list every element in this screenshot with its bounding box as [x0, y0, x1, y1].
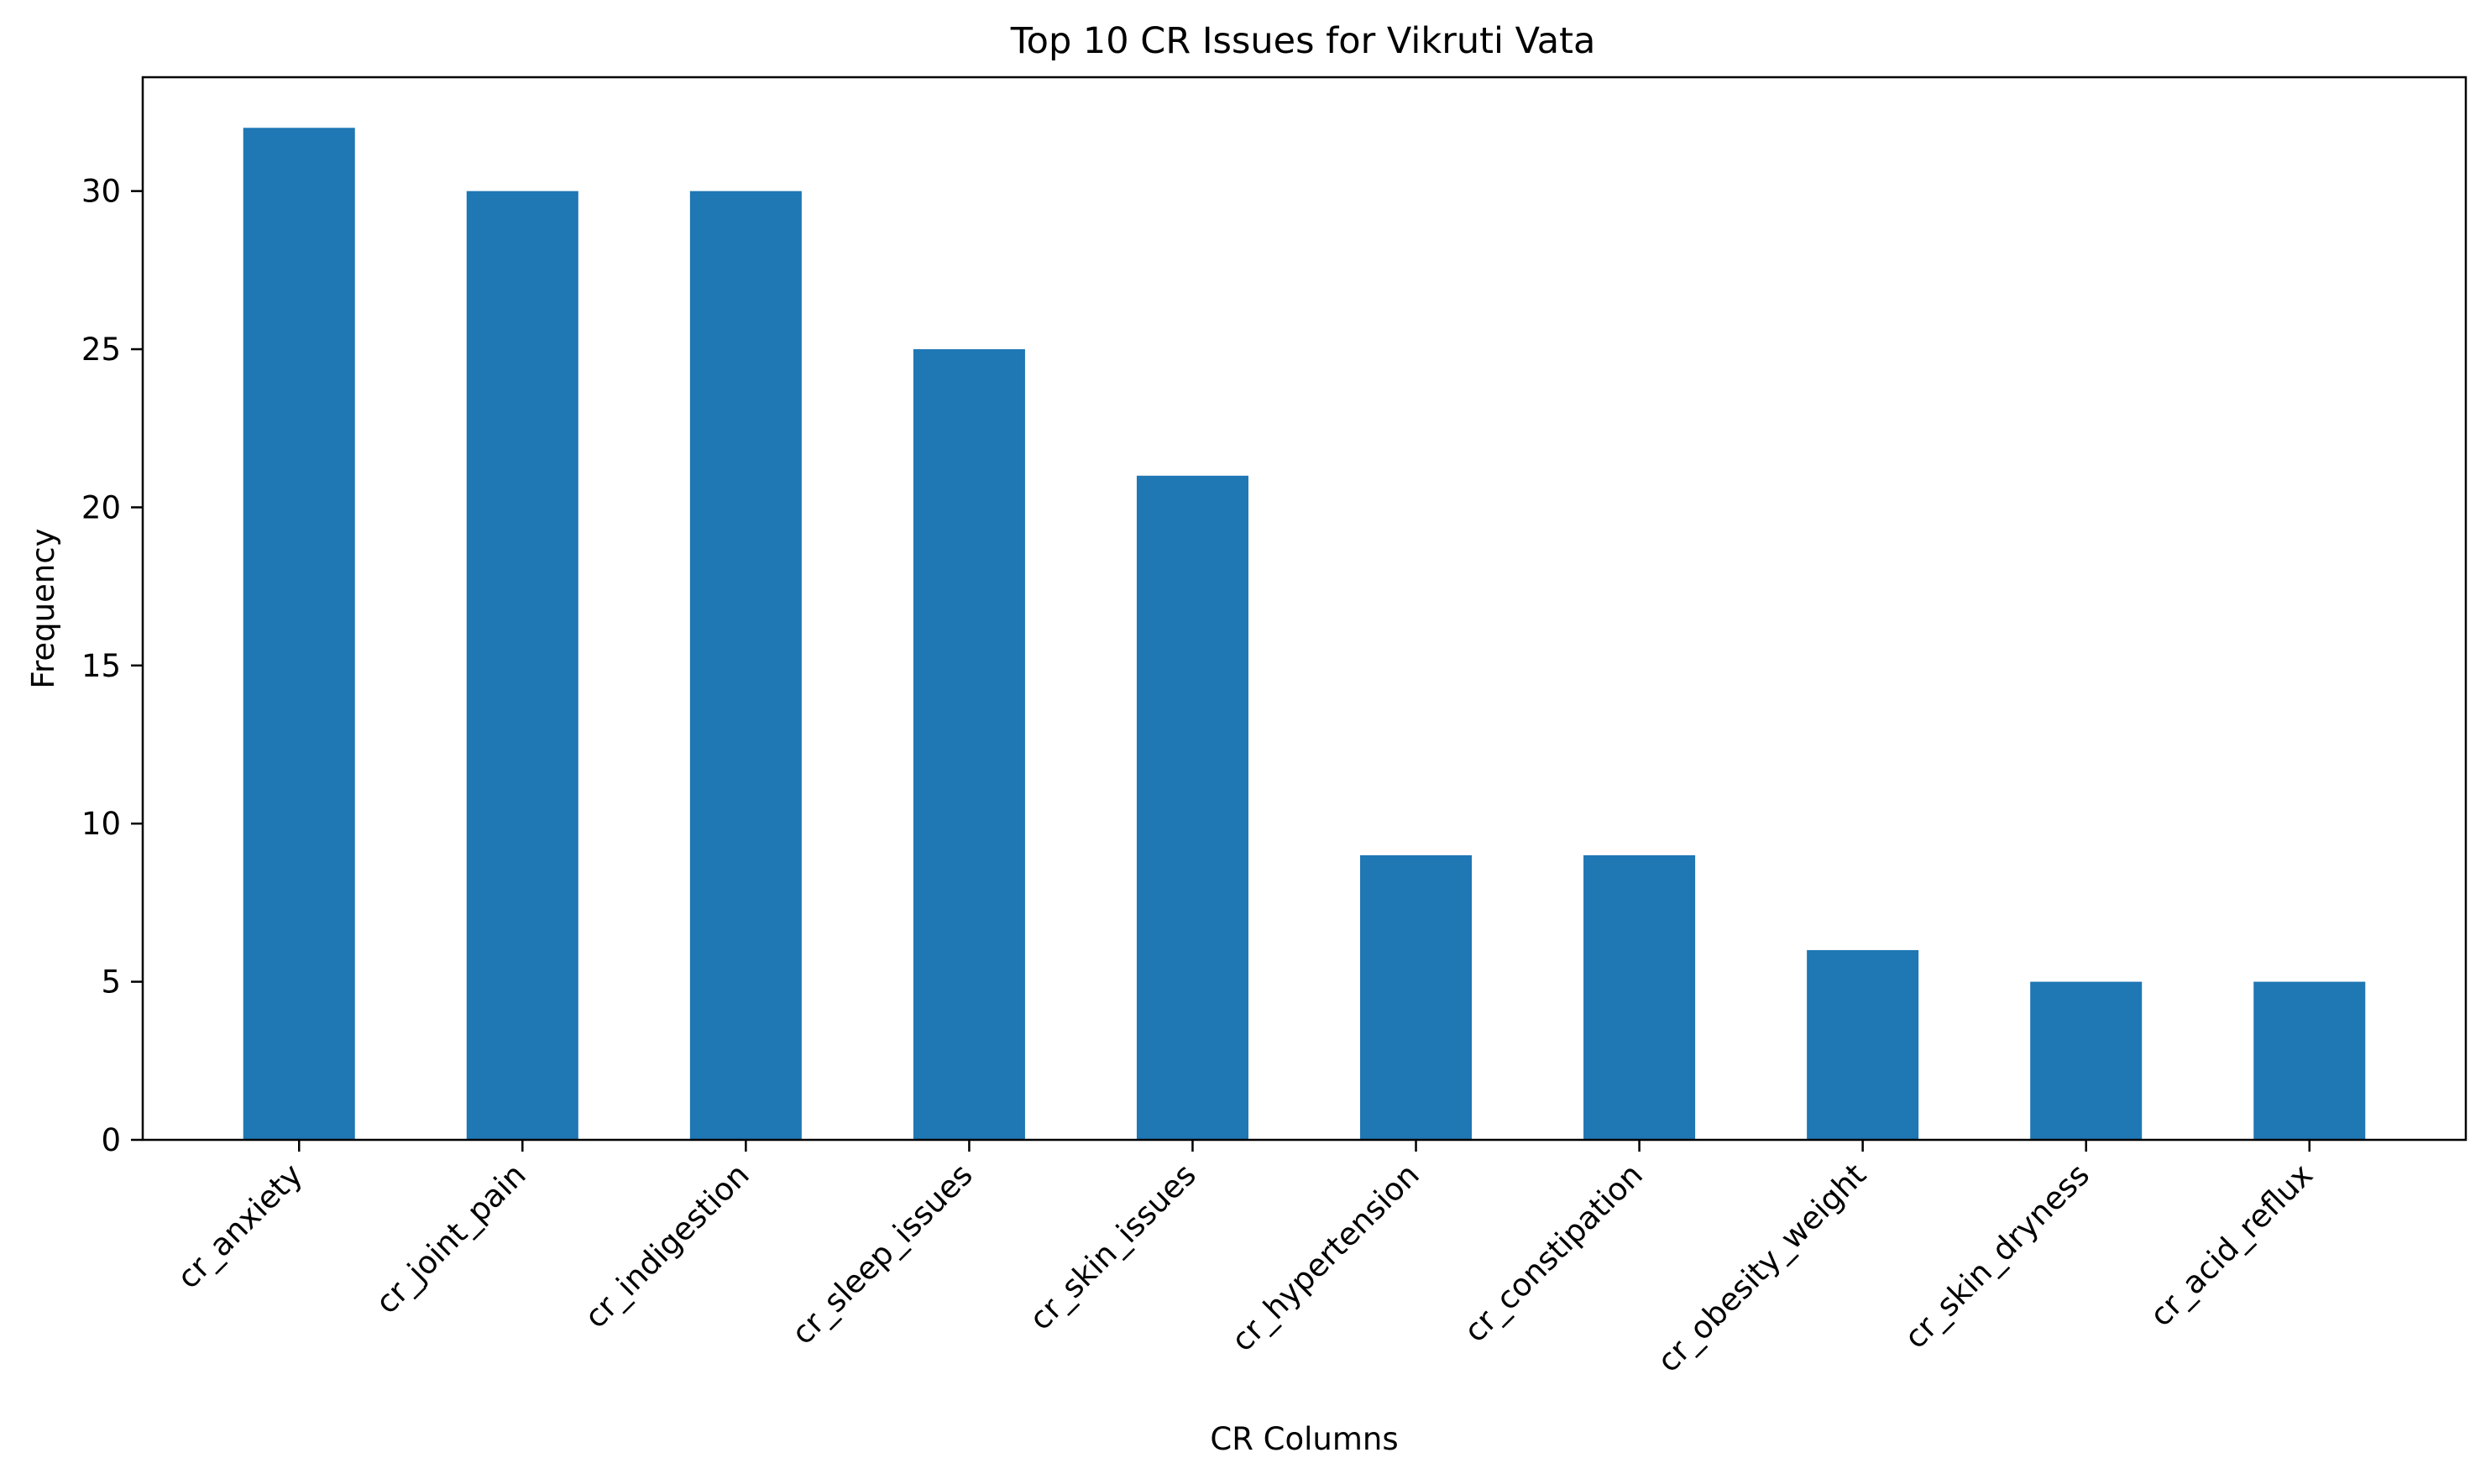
y-tick-label: 10: [81, 806, 121, 842]
x-tick-label: cr_anxiety: [170, 1157, 310, 1296]
x-tick-label: cr_obesity_weight: [1651, 1157, 1873, 1379]
y-tick-label: 25: [81, 332, 121, 368]
x-tick-label: cr_skin_dryness: [1897, 1157, 2096, 1356]
y-axis: 0 5 10 15 20 25 30: [81, 174, 143, 1158]
bar-cr-skin-dryness: [2030, 981, 2143, 1140]
y-tick-label: 20: [81, 489, 121, 525]
bar-cr-joint-pain: [466, 191, 578, 1141]
plot-frame: [141, 76, 2467, 1142]
x-axis: cr_anxiety cr_joint_pain cr_indigestion cr_…: [170, 1140, 2320, 1379]
x-tick-label: cr_sleep_issues: [785, 1157, 980, 1351]
bar-cr-skin-issues: [1136, 475, 1248, 1140]
bar-cr-constipation: [1583, 854, 1696, 1140]
y-tick-label: 15: [81, 648, 121, 684]
y-axis-label: Frequency: [25, 528, 61, 688]
y-tick-label: 5: [101, 964, 121, 1001]
bar-cr-sleep-issues: [913, 349, 1025, 1140]
x-tick-label: cr_hypertension: [1224, 1157, 1426, 1359]
bar-cr-anxiety: [243, 128, 355, 1140]
bar-cr-hypertension: [1360, 854, 1473, 1140]
y-tick-label: 30: [81, 174, 121, 210]
x-tick-label: cr_constipation: [1457, 1157, 1650, 1350]
bar-cr-obesity-weight: [1807, 949, 1919, 1140]
x-tick-label: cr_indigestion: [578, 1157, 756, 1335]
y-tick-label: 0: [101, 1122, 121, 1158]
bar-cr-indigestion: [689, 191, 802, 1141]
bar-cr-acid-reflux: [2253, 981, 2366, 1140]
x-tick-label: cr_acid_reflux: [2143, 1157, 2320, 1334]
bars-group: [243, 128, 2366, 1141]
chart-title: Top 10 CR Issues for Vikruti Vata: [1010, 20, 1596, 62]
x-tick-label: cr_skin_issues: [1023, 1157, 1203, 1337]
x-axis-label: CR Columns: [1210, 1421, 1398, 1457]
x-tick-label: cr_joint_pain: [369, 1157, 533, 1321]
